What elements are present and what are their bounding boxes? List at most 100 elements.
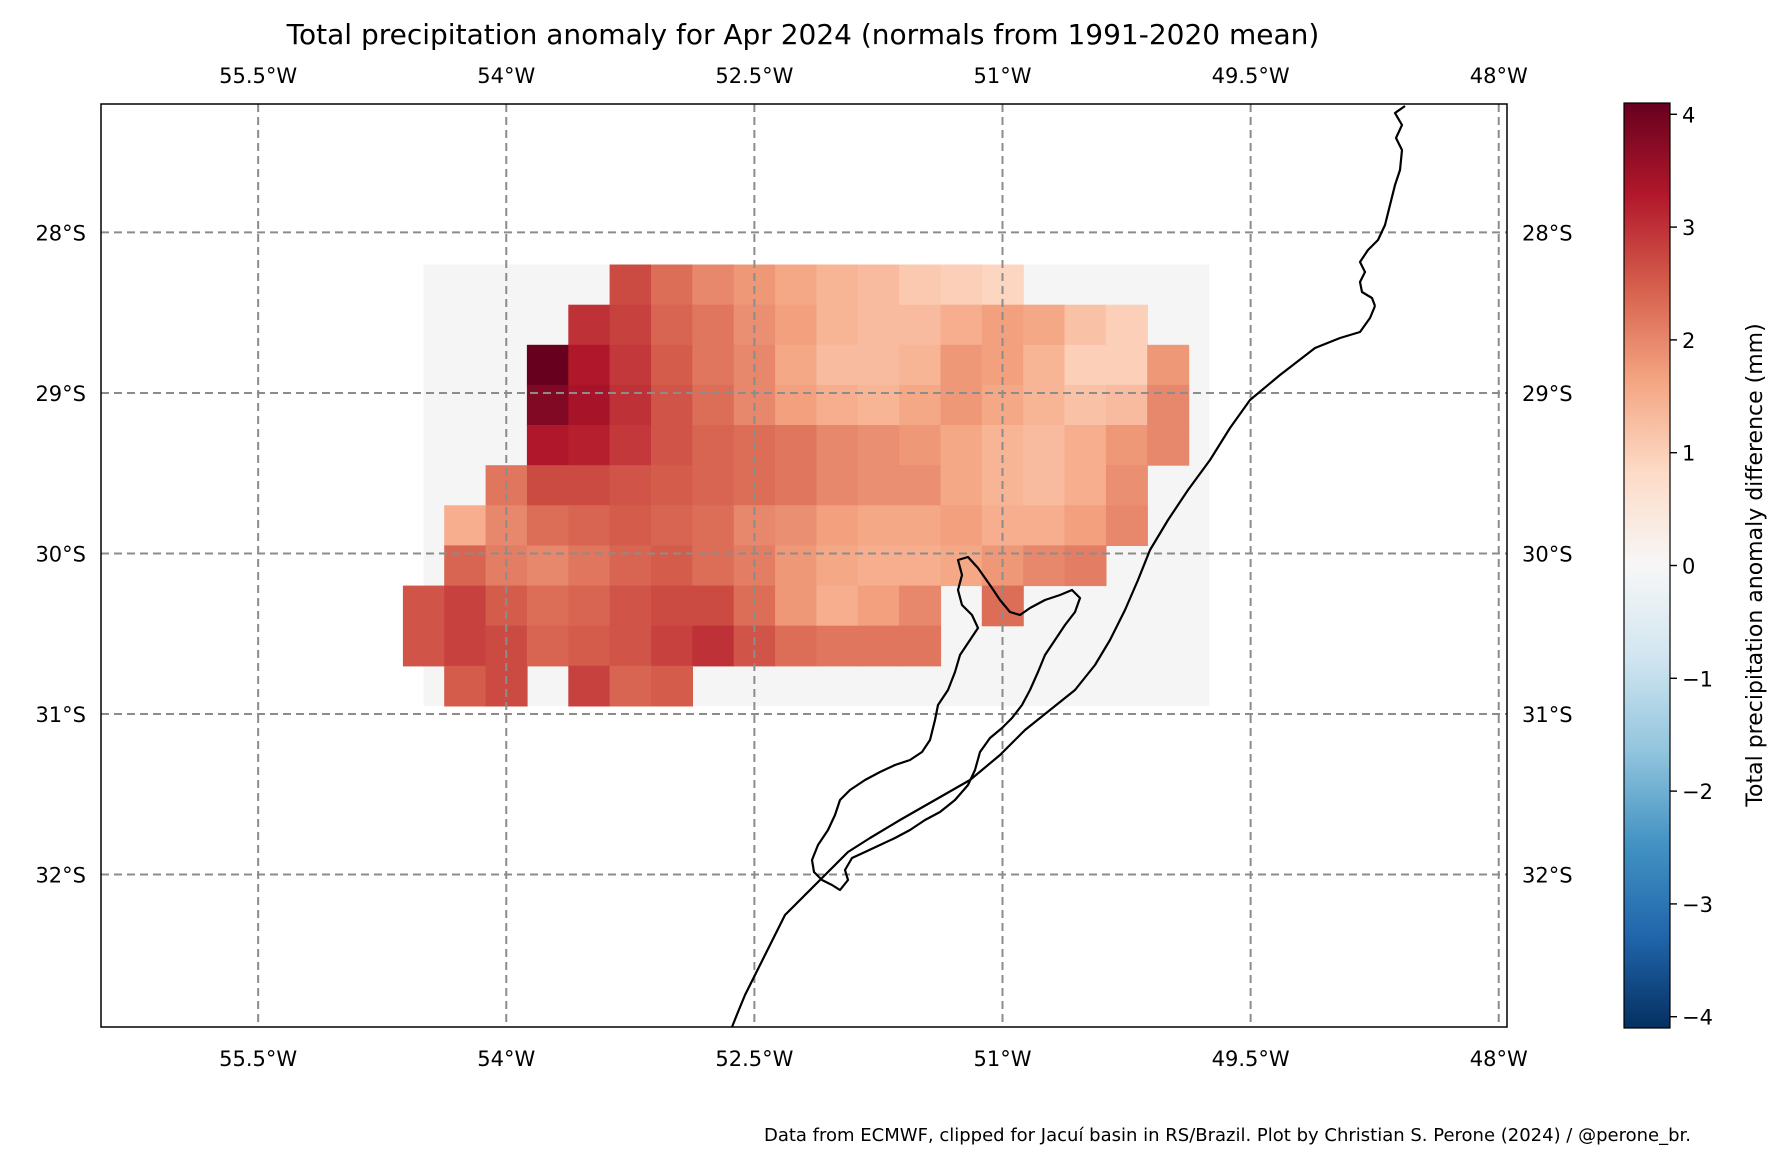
anomaly-cell [899, 505, 942, 546]
anomaly-cell [733, 264, 776, 306]
anomaly-cell [568, 625, 611, 667]
y-tick-label-right: 32°S [1522, 864, 1573, 888]
anomaly-cell [857, 545, 900, 587]
anomaly-cell [857, 465, 900, 506]
anomaly-cell [1023, 384, 1066, 426]
anomaly-cell [568, 425, 611, 466]
anomaly-cell [857, 264, 900, 306]
anomaly-cell [692, 505, 735, 546]
anomaly-cell [816, 384, 859, 426]
anomaly-cell [651, 545, 693, 587]
anomaly-cell [609, 264, 652, 306]
y-tick-label-right: 28°S [1522, 221, 1573, 245]
anomaly-cell [857, 384, 900, 426]
anomaly-cell [1023, 304, 1066, 346]
anomaly-cell [1105, 425, 1148, 466]
anomaly-cell [816, 344, 859, 386]
anomaly-cell [651, 264, 693, 306]
map-area [101, 104, 1507, 1027]
anomaly-cell [1064, 344, 1107, 386]
colorbar-tick-label: 4 [1682, 103, 1695, 127]
anomaly-cell [444, 585, 487, 627]
anomaly-cell [692, 344, 735, 386]
x-tick-label-bottom: 54°W [477, 1047, 535, 1071]
anomaly-cell [444, 665, 487, 707]
anomaly-cell [940, 304, 983, 346]
anomaly-cell [1064, 545, 1107, 587]
anomaly-cell [940, 264, 983, 306]
anomaly-cell [816, 264, 859, 306]
anomaly-cell [1105, 344, 1148, 386]
northern-coast [1358, 105, 1406, 307]
anomaly-cell [899, 465, 942, 506]
anomaly-cell [940, 384, 983, 426]
anomaly-cell [816, 505, 859, 546]
anomaly-cell [526, 384, 569, 426]
y-tick-label-left: 28°S [35, 221, 86, 245]
anomaly-cell [899, 304, 942, 346]
anomaly-cell [775, 585, 818, 627]
anomaly-cell [857, 625, 900, 667]
source-caption: Data from ECMWF, clipped for Jacuí basin… [764, 1125, 1691, 1146]
anomaly-cell [526, 585, 569, 627]
anomaly-cell [651, 665, 693, 707]
axis-tick-labels: 55.5°W 55.5°W 54°W 54°W 52.5°W 52.5°W 51°W 51°W… [35, 64, 1572, 1071]
anomaly-cell [1064, 465, 1107, 506]
anomaly-cells [402, 264, 1190, 707]
anomaly-cell [444, 545, 487, 587]
colorbar-tick-label: 2 [1682, 329, 1695, 353]
anomaly-cell [816, 585, 859, 627]
anomaly-cell [775, 465, 818, 506]
anomaly-cell [692, 545, 735, 587]
anomaly-cell [568, 384, 611, 426]
x-tick-label-top: 51°W [973, 64, 1031, 88]
colorbar-bar [1623, 102, 1671, 1029]
anomaly-cell [857, 425, 900, 466]
chart-title: Total precipitation anomaly for Apr 2024… [286, 18, 1320, 51]
anomaly-cell [899, 344, 942, 386]
x-tick-label-top: 52.5°W [715, 64, 793, 88]
x-tick-label-top: 48°W [1470, 64, 1528, 88]
anomaly-cell [402, 625, 445, 667]
y-tick-label-left: 30°S [35, 542, 86, 566]
anomaly-cell [568, 545, 611, 587]
anomaly-cell [651, 344, 693, 386]
anomaly-cell [609, 465, 652, 506]
anomaly-cell [692, 264, 735, 306]
anomaly-cell [899, 264, 942, 306]
x-tick-label-bottom: 49.5°W [1212, 1047, 1290, 1071]
anomaly-cell [609, 585, 652, 627]
anomaly-cell [609, 545, 652, 587]
anomaly-cell [526, 625, 569, 667]
colorbar-ticks: 4 3 2 1 0 −1 −2 −3 −4 [1670, 103, 1713, 1030]
anomaly-cell [1023, 344, 1066, 386]
anomaly-cell [940, 344, 983, 386]
anomaly-cell [816, 465, 859, 506]
y-tick-label-left: 29°S [35, 382, 86, 406]
colorbar: 4 3 2 1 0 −1 −2 −3 −4 Total precipitation anomal… [1623, 102, 1768, 1030]
anomaly-cell [651, 505, 693, 546]
anomaly-cell [857, 304, 900, 346]
y-tick-label-right: 29°S [1522, 382, 1573, 406]
coastline [730, 105, 1406, 1027]
anomaly-cell [816, 425, 859, 466]
map-frame [100, 103, 1508, 1028]
anomaly-cell [775, 384, 818, 426]
anomaly-cell [1147, 425, 1190, 466]
anomaly-cell [899, 625, 942, 667]
anomaly-cell [816, 545, 859, 587]
anomaly-cell [692, 425, 735, 466]
anomaly-cell [899, 545, 942, 587]
anomaly-cell [609, 344, 652, 386]
x-tick-label-bottom: 52.5°W [715, 1047, 793, 1071]
anomaly-cell [485, 625, 528, 667]
y-tick-label-left: 31°S [35, 703, 86, 727]
anomaly-cell [775, 625, 818, 667]
x-tick-label-bottom: 51°W [973, 1047, 1031, 1071]
anomaly-cell [568, 465, 611, 506]
anomaly-cell [526, 465, 569, 506]
anomaly-cell [1147, 384, 1190, 426]
colorbar-tick-label: 3 [1682, 216, 1695, 240]
anomaly-cell [609, 505, 652, 546]
gridlines [101, 104, 1507, 1027]
